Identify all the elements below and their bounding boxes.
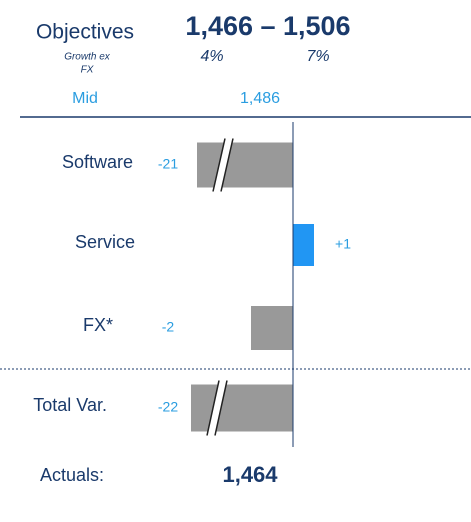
value-label: -2 bbox=[162, 319, 175, 335]
mid-label: Mid bbox=[72, 90, 98, 107]
bar bbox=[191, 384, 293, 432]
growth-high: 7% bbox=[306, 48, 329, 65]
actuals-value: 1,464 bbox=[222, 462, 278, 487]
bar bbox=[197, 142, 293, 188]
value-label: +1 bbox=[335, 236, 351, 252]
value-label: -21 bbox=[158, 156, 178, 172]
category-label: Total Var. bbox=[33, 395, 107, 415]
axis-break-edge bbox=[214, 380, 228, 436]
growth-low: 4% bbox=[200, 48, 223, 65]
category-label: Service bbox=[75, 232, 135, 252]
objectives-note: FX bbox=[81, 65, 94, 76]
axis-break bbox=[213, 138, 233, 192]
bar bbox=[293, 224, 314, 266]
category-label: Software bbox=[62, 152, 133, 172]
objectives-label: Objectives bbox=[36, 21, 134, 44]
axis-break-edge bbox=[212, 138, 226, 192]
mid-value: 1,486 bbox=[240, 90, 280, 107]
objectives-range: 1,466 – 1,506 bbox=[185, 11, 350, 41]
bar bbox=[251, 306, 293, 350]
axis-break-edge bbox=[206, 380, 220, 436]
value-label: -22 bbox=[158, 399, 178, 415]
category-label: FX* bbox=[83, 315, 113, 335]
axis-break bbox=[207, 380, 227, 436]
objectives-note: Growth ex bbox=[64, 52, 111, 63]
actuals-label: Actuals: bbox=[40, 465, 104, 485]
axis-break-edge bbox=[220, 138, 234, 192]
